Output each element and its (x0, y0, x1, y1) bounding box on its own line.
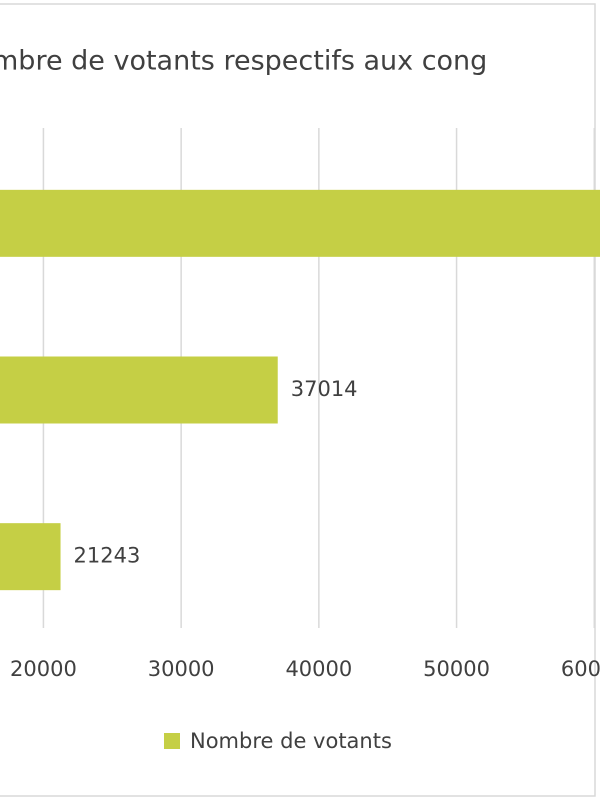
bar (0, 523, 61, 591)
x-tick-label: 40000 (285, 657, 352, 681)
chart-title: mbre de votants respectifs aux cong (0, 46, 487, 77)
x-tick-label: 60000 (561, 657, 600, 681)
legend-label: Nombre de votants (190, 729, 392, 753)
legend-swatch (164, 733, 180, 749)
bar (0, 356, 278, 424)
data-label: 21243 (74, 544, 141, 568)
bar (0, 189, 600, 257)
x-tick-label: 20000 (10, 657, 77, 681)
x-tick-label: 50000 (423, 657, 490, 681)
x-tick-label: 30000 (148, 657, 215, 681)
data-label: 37014 (291, 377, 358, 401)
